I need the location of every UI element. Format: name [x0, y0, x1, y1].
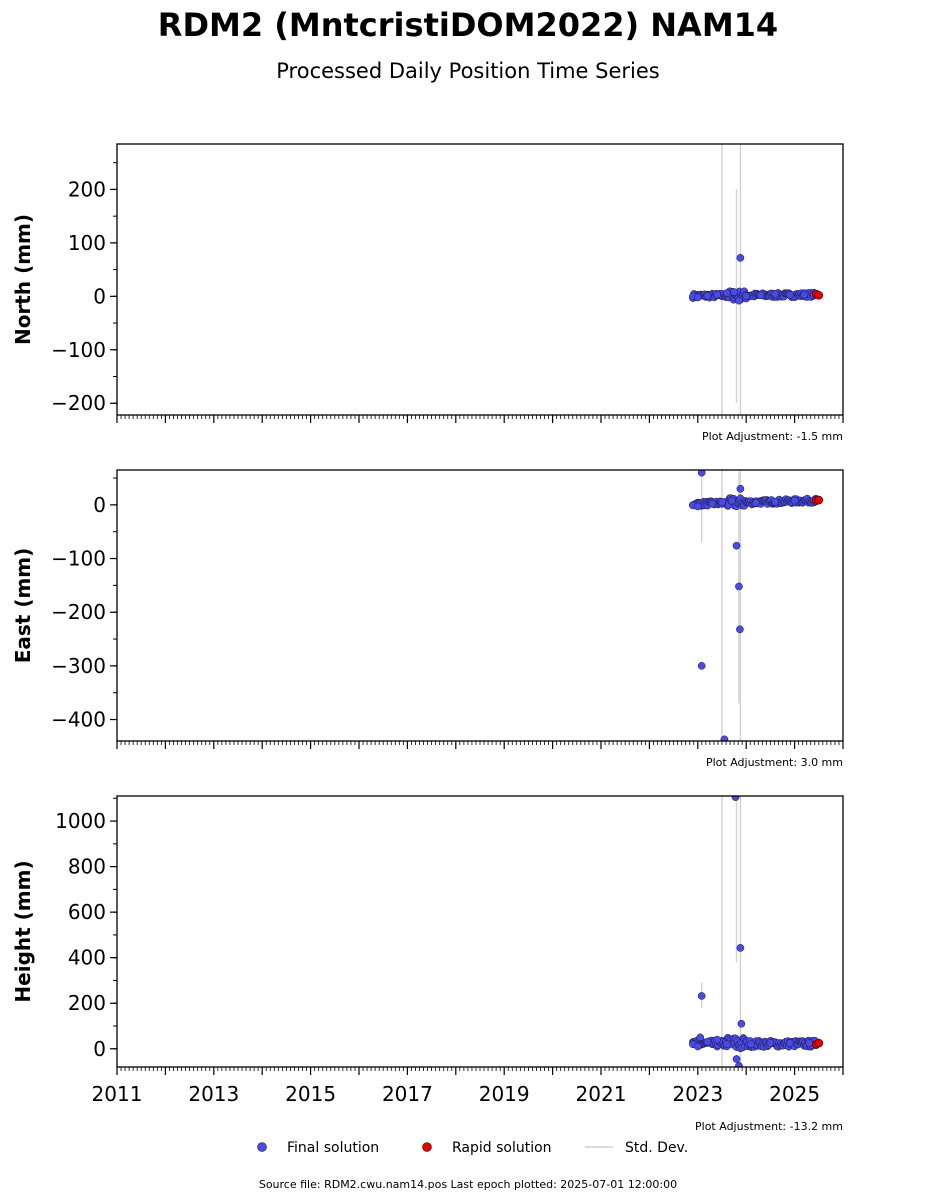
y-tick-label: 400: [68, 946, 106, 970]
final-point: [722, 1040, 731, 1049]
y-tick-label: −100: [51, 338, 106, 362]
final-point: [697, 992, 706, 1000]
final-point: [697, 662, 706, 670]
y-tick-label: 600: [68, 900, 106, 924]
rapid-point: [814, 290, 824, 300]
panel-1: −400 −300 −200 −100 0 East (mm) Plot Adjustmen…: [11, 469, 844, 769]
y-tick-label: 200: [68, 177, 106, 201]
y-tick-label: 100: [68, 231, 106, 255]
rapid-point: [814, 1038, 824, 1048]
x-tick-label: 2011: [92, 1082, 143, 1106]
final-point: [756, 291, 765, 300]
final-point: [747, 1040, 755, 1049]
final-point: [732, 541, 741, 550]
final-point: [732, 1055, 741, 1063]
y-axis-label: North (mm): [11, 214, 35, 345]
final-point: [735, 1062, 743, 1067]
chart-title: RDM2 (MntcristiDOM2022) NAM14: [158, 6, 778, 44]
final-point: [766, 1039, 775, 1047]
y-tick-label: −300: [51, 654, 106, 678]
panels: −200 −100 0 100 200 North (mm) Plot Adjustment…: [11, 143, 844, 1133]
rapid-point: [814, 495, 824, 505]
y-tick-label: −400: [51, 708, 106, 732]
source-footer: Source file: RDM2.cwu.nam14.pos Last epo…: [259, 1178, 677, 1191]
final-point: [736, 625, 744, 634]
x-tick-label: 2023: [672, 1082, 723, 1106]
final-point: [735, 296, 743, 305]
x-tick-label: 2015: [285, 1082, 336, 1106]
x-tick-label: 2021: [576, 1082, 627, 1106]
legend: Final solution Rapid solution Std. Dev.: [257, 1140, 688, 1156]
final-point: [736, 484, 745, 493]
panel-0: −200 −100 0 100 200 North (mm) Plot Adjustment…: [11, 143, 844, 443]
final-point: [697, 470, 706, 477]
legend-final-marker: [257, 1142, 267, 1152]
final-point: [752, 498, 760, 507]
legend-final-label: Final solution: [287, 1140, 379, 1156]
plot-frame: [116, 143, 844, 416]
x-tick-label: 2017: [382, 1082, 433, 1106]
x-tick-label: 2019: [479, 1082, 530, 1106]
final-point: [742, 292, 751, 301]
x-tick-label: 2025: [769, 1082, 820, 1106]
final-point: [713, 1035, 722, 1044]
final-point: [713, 290, 722, 299]
y-tick-label: −200: [51, 391, 106, 415]
y-tick-label: 800: [68, 855, 106, 879]
final-point: [800, 290, 809, 299]
final-point: [708, 499, 717, 508]
chart-subtitle: Processed Daily Position Time Series: [276, 59, 660, 83]
plot-frame: [116, 795, 844, 1068]
y-tick-label: 0: [93, 1037, 106, 1061]
y-axis-label: Height (mm): [11, 860, 35, 1002]
final-point: [736, 944, 745, 952]
final-point: [771, 290, 780, 299]
final-point: [703, 291, 712, 300]
plot-adjustment-label: Plot Adjustment: -13.2 mm: [695, 1120, 843, 1133]
y-tick-label: −100: [51, 547, 106, 571]
final-point: [696, 1033, 705, 1042]
y-tick-label: 0: [93, 493, 106, 517]
final-point: [785, 1039, 794, 1047]
y-tick-label: 200: [68, 991, 106, 1015]
legend-rapid-marker: [422, 1142, 432, 1152]
final-point: [785, 290, 794, 299]
final-point: [722, 289, 731, 297]
plot-frame: [116, 469, 844, 742]
y-axis-label: East (mm): [11, 548, 35, 664]
final-point: [718, 498, 726, 507]
y-tick-label: 0: [93, 284, 106, 308]
plot-adjustment-label: Plot Adjustment: -1.5 mm: [702, 430, 843, 443]
final-point: [693, 293, 702, 302]
final-point: [805, 1039, 813, 1047]
y-tick-label: 1000: [55, 809, 106, 833]
panel-2: 0 200 400 600 800 1000 Height (mm) Plot Adjustm…: [11, 795, 844, 1133]
final-point: [790, 496, 799, 505]
legend-stddev-label: Std. Dev.: [625, 1140, 688, 1156]
final-point: [736, 254, 745, 262]
final-point: [730, 288, 738, 296]
final-point: [731, 796, 740, 801]
y-tick-label: −200: [51, 600, 106, 624]
final-point: [737, 1019, 746, 1028]
final-point: [735, 582, 743, 591]
final-point: [703, 1038, 712, 1046]
final-point: [771, 497, 780, 506]
final-point: [693, 502, 702, 511]
legend-rapid-label: Rapid solution: [452, 1140, 552, 1156]
final-point: [727, 496, 736, 505]
final-point: [720, 735, 729, 741]
final-point: [693, 1042, 702, 1051]
x-tick-label: 2013: [188, 1082, 239, 1106]
plot-adjustment-label: Plot Adjustment: 3.0 mm: [706, 756, 843, 769]
